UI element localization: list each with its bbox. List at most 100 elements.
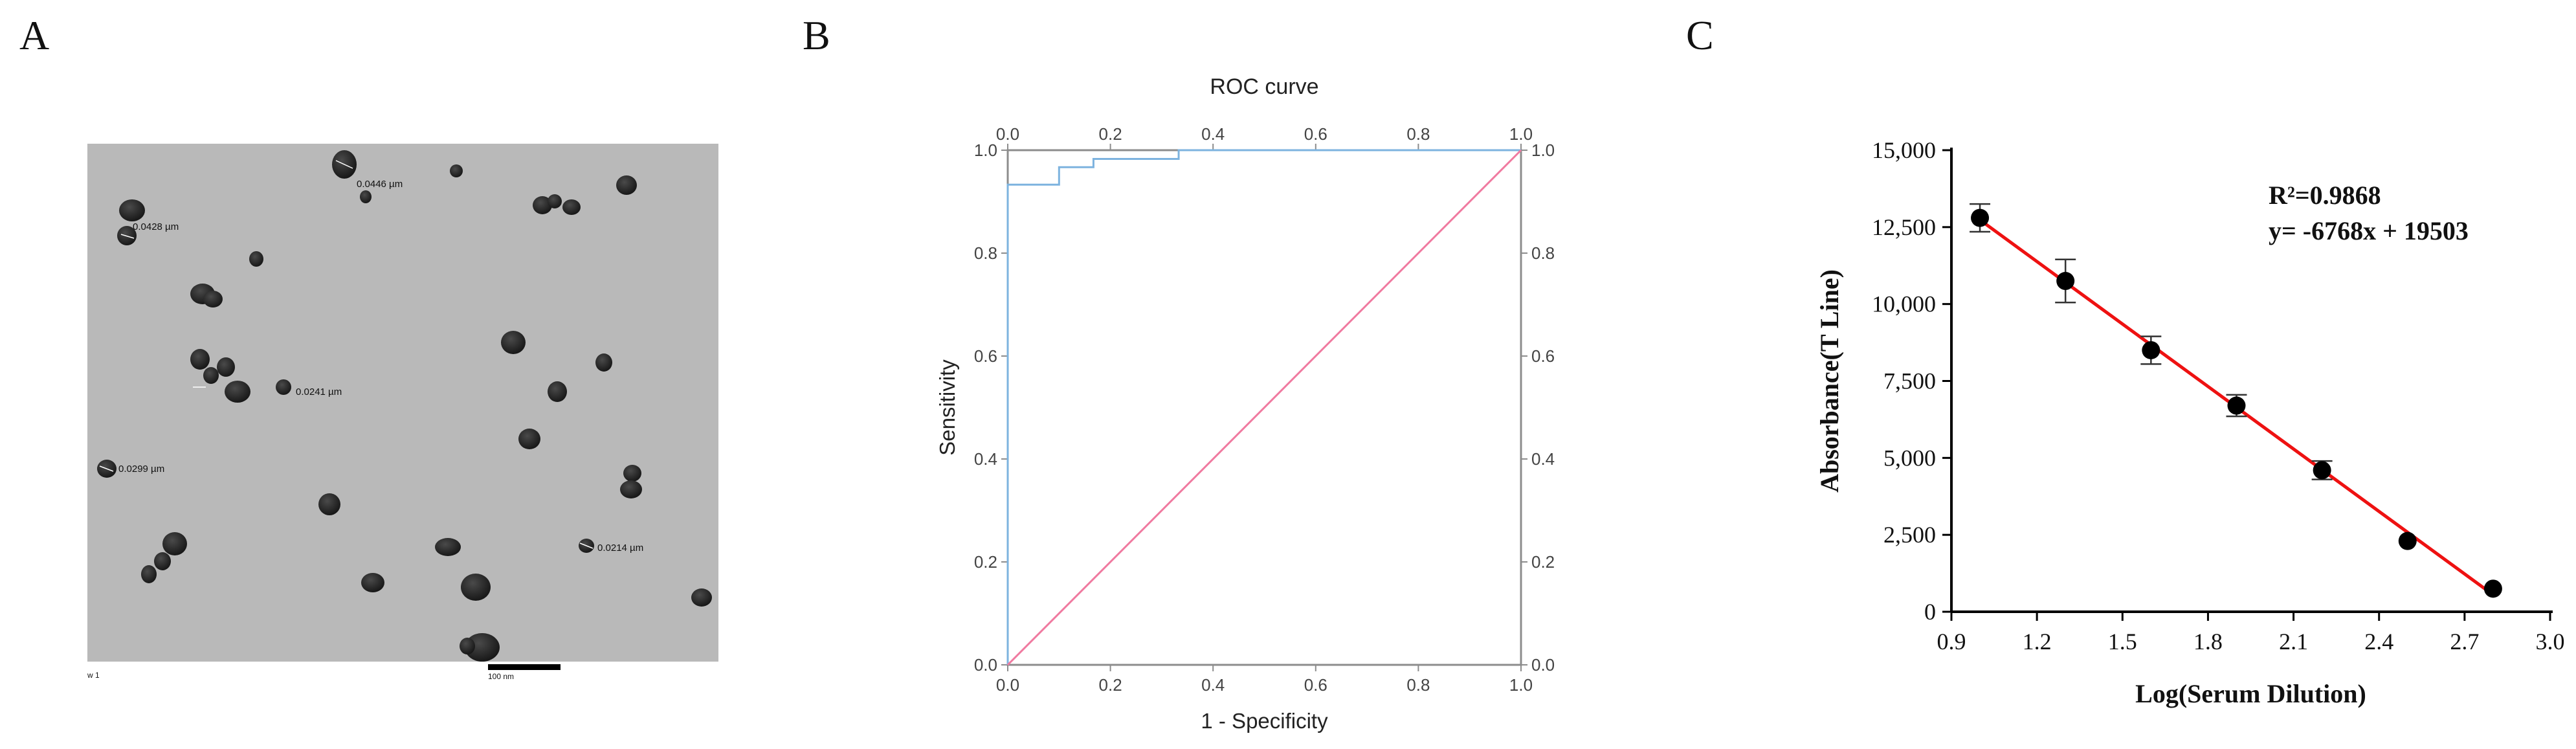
x-tick-label: 0.8 bbox=[1406, 675, 1430, 695]
x-tick-label-top: 0.2 bbox=[1099, 124, 1122, 144]
x-tick-label: 0.4 bbox=[1201, 675, 1225, 695]
y-tick-label: 10,000 bbox=[1872, 291, 1936, 317]
nanoparticle bbox=[465, 633, 500, 662]
data-point bbox=[1971, 208, 1990, 227]
nanoparticle bbox=[276, 379, 291, 395]
nanoparticle bbox=[518, 429, 540, 449]
data-point bbox=[2398, 531, 2417, 550]
nanoparticle bbox=[203, 367, 219, 384]
nanoparticle bbox=[361, 573, 384, 592]
y-tick-label: 2,500 bbox=[1883, 522, 1936, 548]
x-tick-label: 1.0 bbox=[1509, 675, 1533, 695]
data-point bbox=[2142, 341, 2160, 359]
x-tick-label: 3.0 bbox=[2536, 629, 2565, 654]
x-tick-label: 0.9 bbox=[1937, 629, 1966, 654]
reference-diagonal-line bbox=[1006, 149, 1522, 666]
y-tick-label-right: 0.8 bbox=[1531, 243, 1555, 263]
nanoparticle bbox=[548, 381, 567, 402]
nanoparticle bbox=[119, 199, 145, 221]
nanoparticle bbox=[360, 190, 372, 203]
nanoparticle bbox=[562, 199, 581, 215]
nanoparticle bbox=[435, 538, 461, 556]
y-tick-label-right: 0.2 bbox=[1531, 552, 1555, 572]
x-tick-label-top: 1.0 bbox=[1509, 124, 1533, 144]
tem-particles bbox=[97, 150, 712, 662]
nanoparticle bbox=[548, 194, 562, 208]
tem-measurement: 0.0241 µm bbox=[296, 386, 342, 397]
data-point bbox=[2056, 272, 2075, 291]
x-tick-label-top: 0.4 bbox=[1201, 124, 1225, 144]
nanoparticle bbox=[190, 349, 210, 370]
y-tick-label: 5,000 bbox=[1883, 445, 1936, 471]
panel-label-a: A bbox=[19, 12, 50, 58]
nanoparticle bbox=[225, 381, 250, 403]
nanoparticle bbox=[141, 565, 157, 583]
y-tick-label-right: 0.6 bbox=[1531, 346, 1555, 366]
y-tick-label: 7,500 bbox=[1883, 368, 1936, 394]
y-axis-label: Sensitivity bbox=[935, 359, 959, 456]
y-tick-label: 0.8 bbox=[974, 243, 997, 263]
y-axis-label: Absorbance(T Line) bbox=[1815, 269, 1844, 493]
data-point bbox=[2313, 461, 2331, 480]
y-tick-label: 12,500 bbox=[1872, 214, 1936, 240]
plot-frame bbox=[1006, 149, 1522, 666]
nanoparticle bbox=[623, 465, 641, 482]
x-tick-label: 0.0 bbox=[996, 675, 1019, 695]
x-tick-label: 2.7 bbox=[2450, 629, 2479, 654]
y-tick-label: 0.6 bbox=[974, 346, 997, 366]
y-tick-label-right: 1.0 bbox=[1531, 140, 1555, 160]
nanoparticle bbox=[154, 552, 171, 570]
nanoparticle bbox=[162, 532, 187, 555]
data-point bbox=[2227, 396, 2246, 415]
nanoparticle bbox=[203, 291, 223, 307]
chart-title: ROC curve bbox=[1210, 74, 1318, 99]
data-point bbox=[2483, 579, 2502, 598]
nanoparticle bbox=[691, 588, 712, 607]
y-tick-label: 0 bbox=[1924, 599, 1936, 625]
x-tick-label-top: 0.8 bbox=[1406, 124, 1430, 144]
fit-line bbox=[1979, 218, 2494, 596]
tem-corner-text: w 1 bbox=[87, 671, 100, 680]
roc-curve-line bbox=[1006, 149, 1521, 665]
tem-measurement: 0.0446 µm bbox=[357, 179, 403, 190]
y-tick-label: 1.0 bbox=[974, 140, 997, 160]
x-tick-label-top: 0.6 bbox=[1304, 124, 1327, 144]
x-axis-label: 1 - Specificity bbox=[1201, 709, 1328, 733]
y-tick-label-right: 0.4 bbox=[1531, 449, 1555, 469]
x-axis-label: Log(Serum Dilution) bbox=[2135, 679, 2366, 708]
nanoparticle bbox=[249, 251, 263, 267]
nanoparticle bbox=[450, 164, 463, 177]
tem-measurement: 0.0214 µm bbox=[597, 542, 644, 553]
nanoparticle bbox=[461, 574, 491, 601]
nanoparticle bbox=[217, 357, 235, 377]
panel-label-b: B bbox=[803, 12, 830, 58]
y-tick-label: 0.2 bbox=[974, 552, 997, 572]
scale-bar-label: 100 nm bbox=[488, 672, 515, 681]
r-squared-annotation: R²=0.9868 bbox=[2269, 181, 2381, 210]
x-tick-label: 0.6 bbox=[1304, 675, 1327, 695]
equation-annotation: y= -6768x + 19503 bbox=[2269, 216, 2469, 245]
tem-measurement: 0.0299 µm bbox=[118, 464, 165, 475]
y-tick-label-right: 0.0 bbox=[1531, 655, 1555, 675]
y-tick-label: 0.0 bbox=[974, 655, 997, 675]
panel-label-c: C bbox=[1686, 12, 1714, 58]
nanoparticle bbox=[595, 353, 612, 372]
nanoparticle bbox=[620, 480, 642, 498]
x-tick-label: 0.2 bbox=[1099, 675, 1122, 695]
nanoparticle bbox=[460, 638, 475, 654]
x-tick-label: 1.8 bbox=[2193, 629, 2223, 654]
tem-measurement: 0.0428 µm bbox=[133, 221, 179, 232]
y-tick-label: 15,000 bbox=[1872, 137, 1936, 163]
y-tick-label: 0.4 bbox=[974, 449, 997, 469]
nanoparticle bbox=[501, 331, 526, 354]
x-tick-label: 2.1 bbox=[2279, 629, 2308, 654]
nanoparticle bbox=[616, 175, 637, 195]
nanoparticle bbox=[318, 493, 340, 515]
x-tick-label: 1.5 bbox=[2108, 629, 2137, 654]
nanoparticle bbox=[533, 196, 552, 214]
scale-bar bbox=[488, 664, 561, 670]
x-tick-label: 2.4 bbox=[2364, 629, 2393, 654]
tem-micrograph: 0.0446 µm 0.0428 µm 0.0241 µm 0.0299 µm … bbox=[87, 144, 718, 662]
x-tick-label-top: 0.0 bbox=[996, 124, 1019, 144]
x-tick-label: 1.2 bbox=[2023, 629, 2052, 654]
